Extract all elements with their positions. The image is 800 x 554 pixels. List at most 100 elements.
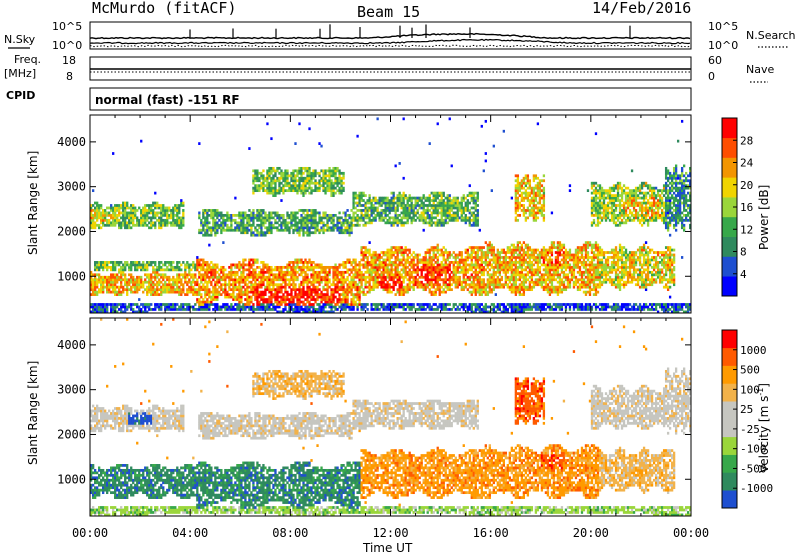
heatmap-cell — [352, 261, 355, 264]
heatmap-cell — [306, 300, 309, 304]
heatmap-cell — [190, 283, 193, 287]
heatmap-cell — [140, 310, 143, 314]
heatmap-cell — [284, 273, 287, 277]
heatmap-cell — [152, 290, 155, 294]
heatmap-cell — [330, 226, 333, 230]
heatmap-cell — [290, 265, 293, 269]
heatmap-cell — [612, 256, 616, 259]
heatmap-cell — [250, 226, 253, 230]
heatmap-cell — [198, 270, 201, 274]
heatmap-cell — [212, 298, 215, 301]
heatmap-cell — [216, 226, 219, 230]
heatmap-cell — [274, 273, 277, 277]
heatmap-cell — [546, 253, 550, 257]
heatmap-cell — [650, 303, 654, 306]
heatmap-cell — [274, 275, 277, 279]
heatmap-cell — [452, 275, 455, 279]
heatmap-cell — [380, 261, 383, 264]
heatmap-cell — [310, 223, 313, 227]
heatmap-cell — [228, 285, 231, 289]
heatmap-cell — [216, 295, 219, 299]
heatmap-cell — [116, 275, 119, 279]
heatmap-cell — [208, 268, 211, 272]
heatmap-cell — [246, 285, 249, 289]
heatmap-cell — [142, 268, 145, 272]
heatmap-cell — [502, 308, 505, 311]
heatmap-cell — [482, 285, 485, 289]
heatmap-cell — [428, 265, 431, 269]
heatmap-cell — [482, 290, 485, 294]
heatmap-cell — [234, 275, 237, 279]
heatmap-cell — [488, 251, 491, 254]
heatmap-cell — [280, 278, 283, 282]
heatmap-cell — [530, 305, 534, 309]
heatmap-cell — [604, 303, 608, 306]
heatmap-cell — [310, 263, 313, 267]
heatmap-cell — [548, 303, 552, 306]
heatmap-cell — [468, 275, 471, 279]
heatmap-cell — [356, 303, 359, 306]
heatmap-cell — [550, 288, 554, 292]
heatmap-cell — [632, 261, 636, 264]
heatmap-cell — [252, 310, 255, 314]
heatmap-cell — [268, 275, 271, 279]
heatmap-cell — [532, 268, 536, 272]
heatmap-cell — [142, 283, 145, 287]
heatmap-cell — [318, 308, 321, 311]
heatmap-cell — [212, 288, 215, 292]
heatmap-cell — [424, 275, 427, 279]
heatmap-cell — [176, 261, 179, 264]
heatmap-cell — [122, 263, 125, 267]
heatmap-cell — [516, 246, 520, 249]
heatmap-cell — [614, 275, 618, 279]
heatmap-cell — [118, 226, 121, 230]
heatmap-cell — [382, 308, 385, 311]
heatmap-cell — [312, 305, 315, 309]
heatmap-cell — [380, 270, 383, 274]
heatmap-cell — [294, 283, 297, 287]
heatmap-cell — [454, 285, 457, 289]
heatmap-cell — [106, 280, 109, 284]
heatmap-cell — [560, 253, 564, 257]
heatmap-cell — [242, 265, 245, 269]
heatmap-cell — [594, 256, 598, 259]
heatmap-cell — [584, 265, 588, 269]
heatmap-cell — [194, 303, 197, 306]
heatmap-cell — [676, 305, 680, 309]
heatmap-cell — [478, 283, 481, 287]
heatmap-cell — [448, 253, 451, 257]
heatmap-cell — [296, 293, 299, 296]
heatmap-cell — [502, 263, 505, 267]
heatmap-cell — [98, 265, 101, 269]
heatmap-cell — [100, 221, 103, 225]
heatmap-cell — [148, 305, 151, 309]
heatmap-cell — [482, 261, 485, 264]
heatmap-cell — [468, 256, 471, 259]
heatmap-cell — [328, 303, 331, 306]
heatmap-cell — [230, 308, 233, 311]
heatmap-cell — [232, 288, 235, 292]
heatmap-cell — [616, 308, 620, 311]
heatmap-cell — [280, 228, 283, 232]
heatmap-cell — [152, 288, 155, 292]
heatmap-cell — [494, 278, 497, 282]
heatmap-cell — [686, 303, 690, 306]
heatmap-cell — [306, 283, 309, 287]
heatmap-cell — [424, 253, 427, 257]
heatmap-cell — [92, 288, 95, 292]
heatmap-cell — [334, 268, 337, 272]
heatmap-cell — [336, 275, 339, 279]
heatmap-cell — [636, 278, 640, 282]
heatmap-cell — [526, 270, 530, 274]
heatmap-cell — [500, 303, 503, 306]
heatmap-cell — [670, 310, 674, 314]
heatmap-cell — [562, 280, 566, 284]
heatmap-cell — [396, 288, 399, 292]
heatmap-cell — [636, 280, 640, 284]
heatmap-cell — [136, 285, 139, 289]
heatmap-cell — [312, 273, 315, 277]
heatmap-cell — [492, 258, 495, 262]
heatmap-cell — [438, 248, 441, 252]
heatmap-cell — [254, 285, 257, 289]
heatmap-cell — [398, 288, 401, 292]
